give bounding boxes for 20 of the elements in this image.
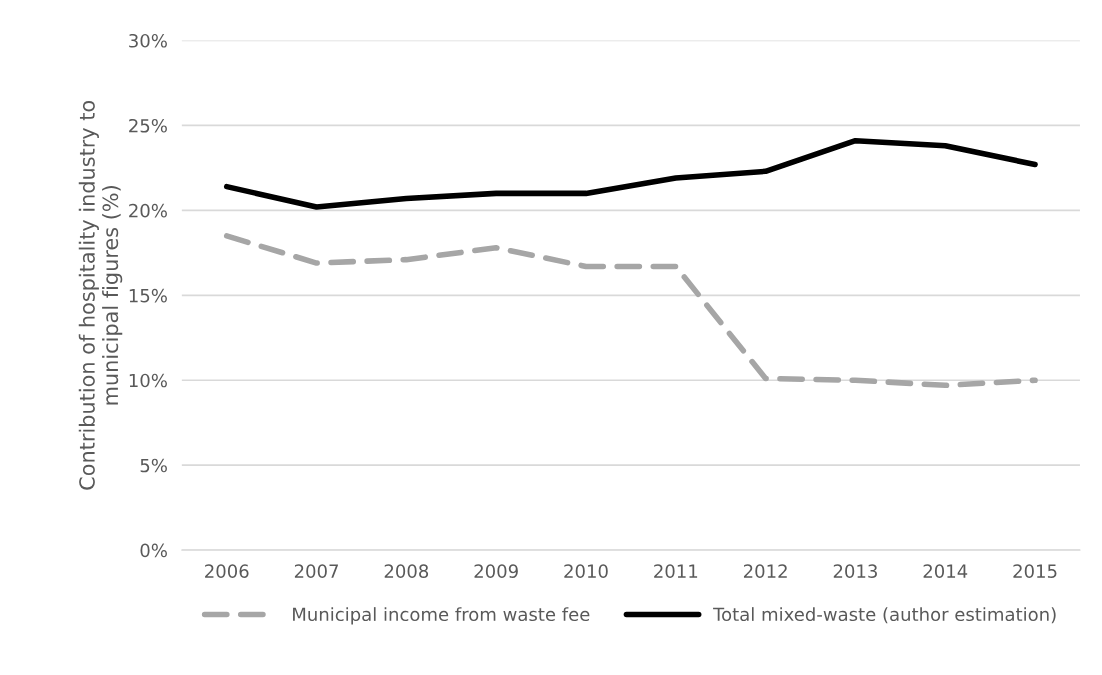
y-tick-label: 25% xyxy=(129,118,167,133)
x-tick-label: 2014 xyxy=(923,564,968,578)
legend-label: Total mixed-waste (author estimation) xyxy=(713,607,1056,624)
y-tick-label: 15% xyxy=(129,288,167,303)
x-tick-label: 2009 xyxy=(474,564,518,578)
y-axis-title: Contribution of hospitality industry to municipal figures (%) xyxy=(78,100,123,490)
legend-label: Municipal income from waste fee xyxy=(293,607,590,625)
y-tick-label: 10% xyxy=(129,373,167,388)
y-tick-label: 30% xyxy=(129,33,167,48)
x-tick-label: 2008 xyxy=(384,564,429,578)
x-tick-label: 2013 xyxy=(833,564,877,578)
x-tick-label: 2006 xyxy=(205,564,249,578)
x-tick-label: 2007 xyxy=(294,564,338,578)
x-tick-label: 2011 xyxy=(654,564,698,578)
y-tick-label: 0% xyxy=(140,543,167,558)
y-tick-label: 5% xyxy=(140,458,167,473)
x-tick-label: 2015 xyxy=(1013,564,1057,578)
x-tick-label: 2010 xyxy=(564,564,608,578)
x-tick-label: 2012 xyxy=(743,564,787,578)
y-tick-label: 20% xyxy=(129,203,167,218)
